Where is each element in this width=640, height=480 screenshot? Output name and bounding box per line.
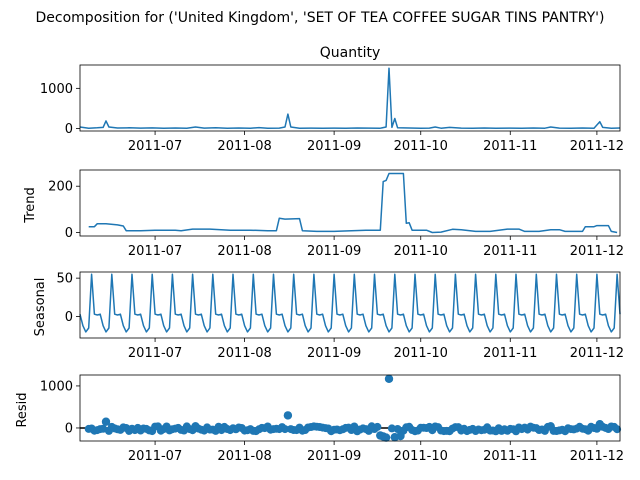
panel-quantity-plot: 0 1000 2011-07 2011-08 2011-09 2011-10 2011-11… — [40, 64, 624, 154]
resid-outlier-point — [546, 422, 555, 431]
quantity-xtick-label: 2011-07 — [128, 139, 182, 154]
trend-xtick-label: 2011-11 — [483, 244, 537, 259]
resid-outlier-point — [396, 431, 405, 441]
trend-xtick-label: 2011-10 — [394, 244, 448, 259]
resid-xtick-label: 2011-07 — [128, 449, 182, 464]
resid-point — [373, 422, 382, 431]
quantity-ytick-label: 1000 — [40, 82, 73, 97]
resid-outlier-point — [283, 411, 293, 420]
panel-seasonal-ylabel: Seasonal — [33, 278, 48, 337]
seasonal-xtick-label: 2011-12 — [570, 346, 624, 361]
trend-xtick-label: 2011-08 — [217, 244, 271, 259]
quantity-xtick-label: 2011-12 — [570, 139, 624, 154]
trend-xtick-label: 2011-07 — [128, 244, 182, 259]
resid-outlier-point — [384, 374, 394, 383]
quantity-series-line — [79, 67, 621, 129]
panel-resid-plot: 0 1000 2011-07 2011-08 2011-09 2011-10 2011-11… — [40, 374, 624, 464]
resid-xtick-label: 2011-10 — [394, 449, 448, 464]
seasonal-axes-frame — [79, 271, 621, 339]
resid-axes-frame — [79, 374, 621, 442]
panel-seasonal-plot: 0 50 2011-07 2011-08 2011-09 2011-10 2011-11 20… — [56, 271, 624, 361]
panel-quantity: Quantity 0 1000 2011-07 2011-08 2011-09 2011-… — [40, 45, 624, 154]
seasonal-ytick-label: 0 — [65, 310, 73, 325]
resid-xtick-label: 2011-08 — [217, 449, 271, 464]
quantity-xtick-label: 2011-10 — [394, 139, 448, 154]
resid-point — [613, 425, 622, 434]
resid-outlier-point — [381, 433, 391, 442]
figure-suptitle: Decomposition for ('United Kingdom', 'SE… — [36, 10, 605, 26]
seasonal-xtick-label: 2011-07 — [128, 346, 182, 361]
resid-xtick-label: 2011-09 — [307, 449, 361, 464]
seasonal-xtick-label: 2011-09 — [307, 346, 361, 361]
seasonal-ytick-label: 50 — [56, 272, 73, 287]
seasonal-xtick-label: 2011-10 — [394, 346, 448, 361]
trend-xtick-label: 2011-09 — [307, 244, 361, 259]
panel-trend-ylabel: Trend — [23, 187, 38, 224]
panel-seasonal: Seasonal 0 50 2011-07 2011-08 2011-09 2011-10… — [33, 271, 624, 361]
resid-outlier-point — [595, 420, 604, 429]
quantity-xtick-label: 2011-09 — [307, 139, 361, 154]
trend-axes-frame — [79, 169, 621, 237]
quantity-xtick-label: 2011-11 — [483, 139, 537, 154]
quantity-axes-frame — [79, 64, 621, 132]
quantity-ytick-label: 0 — [65, 122, 73, 137]
seasonal-xtick-label: 2011-11 — [483, 346, 537, 361]
panel-resid: Resid 0 1000 2011-07 2011-08 2011-09 2011-10 2… — [15, 374, 624, 464]
trend-series-line — [88, 172, 618, 234]
resid-xtick-label: 2011-12 — [570, 449, 624, 464]
trend-ytick-label: 200 — [48, 180, 73, 195]
resid-outlier-point — [431, 422, 440, 431]
resid-ytick-label: 0 — [65, 421, 73, 436]
resid-outlier-point — [101, 417, 111, 426]
resid-ytick-label: 1000 — [40, 379, 73, 394]
resid-point — [281, 425, 289, 434]
trend-ytick-label: 0 — [65, 226, 73, 241]
trend-xtick-label: 2011-12 — [570, 244, 624, 259]
resid-outlier-point — [191, 422, 200, 431]
panel-resid-ylabel: Resid — [15, 392, 30, 427]
seasonal-xtick-label: 2011-08 — [217, 346, 271, 361]
panel-trend: Trend 0 200 2011-07 2011-08 2011-09 2011-10 20… — [23, 169, 624, 259]
seasonal-series-line — [79, 273, 621, 333]
panel-quantity-title: Quantity — [320, 45, 381, 61]
quantity-xtick-label: 2011-08 — [217, 139, 271, 154]
resid-xtick-label: 2011-11 — [483, 449, 537, 464]
panel-trend-plot: 0 200 2011-07 2011-08 2011-09 2011-10 2011-11 2… — [48, 169, 624, 259]
